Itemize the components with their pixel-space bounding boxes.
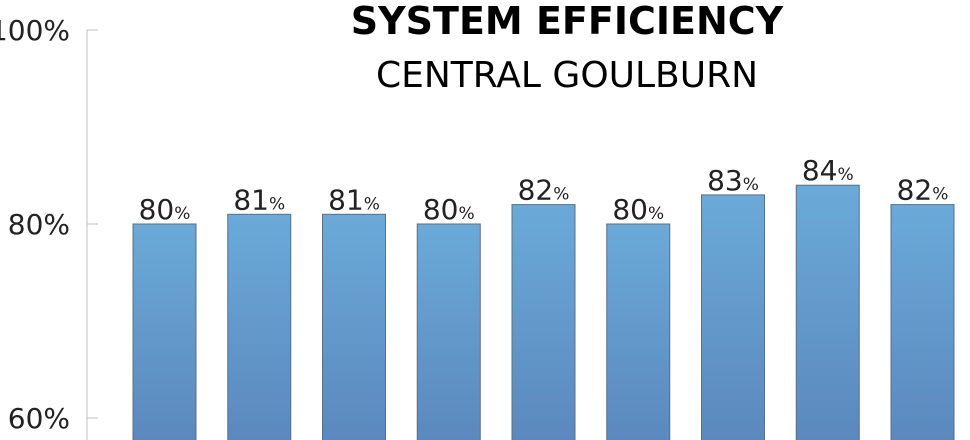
bar-value-label: 81% <box>328 183 380 216</box>
bar <box>890 204 955 440</box>
bar-value-label: 80% <box>423 193 475 226</box>
bar <box>132 223 197 440</box>
bar <box>511 204 576 440</box>
data-labels-group: 80% 81% 81% 80% 82% 80% 83% 84% 82% <box>139 154 949 226</box>
bars-group <box>132 184 955 440</box>
bar <box>701 194 765 440</box>
bar-value-label: 82% <box>897 174 949 207</box>
bar <box>606 223 671 440</box>
bar-value-label: 84% <box>802 154 854 187</box>
chart-subtitle: CENTRAL GOULBURN <box>376 55 758 96</box>
bar-value-label: 80% <box>139 193 191 226</box>
bar-value-label: 83% <box>707 164 759 197</box>
bar-value-label: 82% <box>518 174 570 207</box>
bar <box>795 184 860 440</box>
bar-value-label: 80% <box>612 193 664 226</box>
y-axis-ticks: 100% 80% 60% <box>0 14 98 435</box>
bar-value-label: 81% <box>233 183 285 216</box>
bar <box>416 223 481 440</box>
chart-title: SYSTEM EFFICIENCY <box>351 0 784 43</box>
y-tick-label: 100% <box>0 14 70 47</box>
bar <box>227 213 292 440</box>
y-tick-label: 80% <box>8 208 70 241</box>
bar <box>322 213 386 440</box>
y-tick-label: 60% <box>8 402 70 435</box>
